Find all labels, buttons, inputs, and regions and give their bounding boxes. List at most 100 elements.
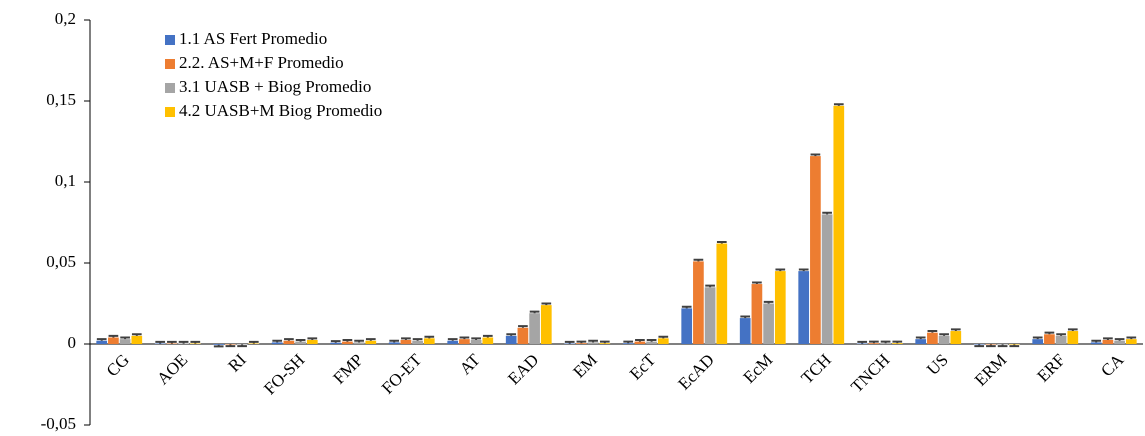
error-bar	[190, 340, 201, 344]
error-bar	[810, 153, 821, 157]
bar	[646, 341, 657, 344]
error-bar	[892, 340, 903, 344]
bar	[681, 308, 693, 344]
error-bar	[681, 305, 692, 309]
error-bar	[986, 344, 996, 348]
bar	[868, 343, 880, 344]
legend-label: 2.2. AS+M+F Promedio	[179, 53, 344, 72]
bar	[213, 344, 225, 345]
bar	[271, 342, 283, 344]
error-bar	[541, 302, 552, 306]
error-bar	[798, 268, 809, 272]
legend-label: 3.1 UASB + Biog Promedio	[179, 77, 371, 96]
error-bar	[1056, 333, 1066, 336]
bar	[400, 339, 412, 344]
bar	[482, 337, 494, 344]
bar	[950, 331, 962, 344]
error-bar	[401, 337, 411, 340]
bar	[353, 342, 365, 344]
error-bar	[880, 340, 891, 344]
x-tick-label: TNCH	[847, 350, 893, 396]
error-bar	[833, 103, 844, 106]
error-bar	[506, 333, 517, 336]
error-bar	[939, 333, 949, 336]
bar	[576, 343, 587, 344]
legend-swatch	[165, 83, 175, 93]
error-bar	[763, 300, 774, 304]
x-tick-label: ERF	[1033, 350, 1068, 385]
x-tick-label: EAD	[504, 350, 542, 388]
error-bar	[248, 340, 259, 344]
error-bar	[869, 340, 879, 344]
y-tick-label: 0,15	[46, 90, 76, 109]
error-bar	[927, 330, 938, 333]
y-tick-label: 0,05	[46, 252, 76, 271]
error-bar	[96, 338, 107, 341]
error-bar	[178, 340, 189, 344]
bar	[470, 339, 482, 344]
x-tick-label: FO-SH	[260, 350, 308, 398]
error-bar	[1009, 344, 1020, 348]
bar	[657, 338, 669, 344]
x-tick-label: RI	[224, 350, 250, 376]
bar	[739, 318, 751, 344]
bar	[529, 313, 540, 344]
x-tick-label: CA	[1097, 350, 1128, 381]
error-bar	[330, 340, 341, 343]
legend-swatch	[165, 59, 175, 69]
bar	[96, 340, 108, 344]
error-bar	[705, 284, 715, 288]
error-bar	[576, 340, 587, 344]
bar	[342, 341, 353, 344]
bar	[622, 343, 634, 344]
bar	[283, 340, 295, 344]
error-bar	[108, 334, 119, 338]
error-bar	[588, 339, 598, 343]
error-bar	[272, 339, 283, 343]
error-bar	[693, 258, 704, 262]
bar	[330, 342, 342, 344]
bar	[833, 105, 845, 344]
error-bar	[658, 335, 669, 339]
bar	[1125, 339, 1137, 344]
bar	[915, 339, 927, 344]
error-bar	[295, 338, 306, 342]
bar	[1044, 334, 1055, 344]
x-tick-label: US	[923, 350, 952, 379]
error-bar	[424, 335, 435, 339]
y-tick-label: 0,2	[55, 9, 76, 28]
bar	[938, 335, 950, 344]
error-bar	[752, 281, 762, 285]
error-bar	[822, 211, 832, 215]
bar	[447, 340, 459, 344]
legend-label: 1.1 AS Fert Promedio	[179, 29, 327, 48]
error-bar	[284, 338, 294, 341]
error-bar	[775, 268, 786, 272]
bar	[763, 303, 774, 344]
bar	[634, 341, 646, 344]
bar	[599, 343, 611, 344]
bar	[798, 271, 810, 344]
x-tick-label: EcM	[740, 350, 777, 387]
error-bar	[740, 315, 751, 319]
error-bar	[1032, 336, 1043, 340]
bar	[388, 342, 400, 344]
bar	[927, 332, 938, 344]
bar	[587, 342, 599, 344]
error-bar	[237, 344, 247, 348]
y-tick-label: -0,05	[41, 414, 76, 433]
bar	[880, 343, 891, 344]
error-bar	[213, 344, 224, 348]
x-tick-label: FO-ET	[378, 350, 426, 398]
error-bar	[997, 344, 1008, 348]
x-tick-label: EM	[569, 350, 600, 381]
error-bar	[482, 334, 493, 338]
bar	[131, 335, 143, 344]
error-bar	[716, 240, 727, 244]
bar	[704, 287, 716, 344]
bar	[306, 339, 318, 344]
bar	[751, 284, 763, 344]
error-bar	[225, 344, 236, 348]
bar	[1102, 339, 1114, 344]
bar	[810, 156, 821, 344]
